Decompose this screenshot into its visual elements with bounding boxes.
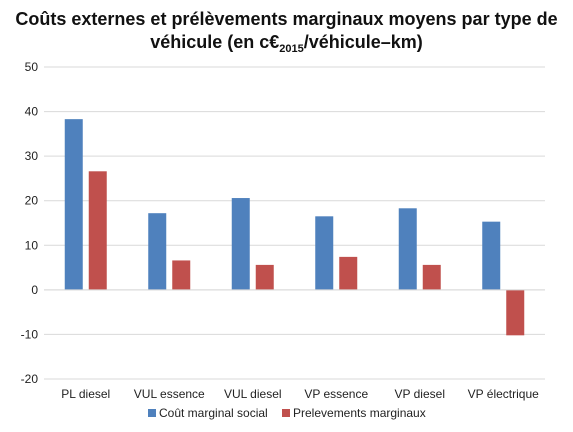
- x-category-label: VUL diesel: [224, 387, 282, 401]
- bar-cout-marginal-social: [148, 213, 167, 290]
- chart-title-line2-suffix: /véhicule–km): [303, 32, 423, 52]
- bar-prelevements-marginaux: [506, 289, 525, 336]
- bar-prelevements-marginaux: [339, 256, 358, 290]
- legend-swatch: [148, 409, 156, 417]
- y-tick-label: -10: [21, 327, 39, 341]
- y-tick-label: 40: [25, 105, 39, 119]
- legend-label: Coût marginal social: [159, 406, 268, 420]
- legend-label: Prelevements marginaux: [293, 406, 426, 420]
- bar-cout-marginal-social: [315, 216, 334, 290]
- bar-prelevements-marginaux: [255, 264, 274, 290]
- x-category-label: VP essence: [304, 387, 368, 401]
- y-tick-label: -20: [21, 372, 39, 386]
- chart-title-line2-sub: 2015: [279, 43, 304, 55]
- y-tick-label: 20: [25, 194, 39, 208]
- x-category-label: VP électrique: [468, 387, 539, 401]
- y-tick-label: 50: [25, 60, 39, 74]
- y-axis-ticks: -20 -10 0 10 20 30 40 50: [21, 60, 39, 386]
- legend: Coût marginal social Prelevements margina…: [148, 406, 426, 420]
- chart-title-line2-prefix: véhicule (en c€: [150, 32, 280, 52]
- y-tick-label: 30: [25, 149, 39, 163]
- bar-cout-marginal-social: [398, 208, 417, 290]
- legend-swatch: [282, 409, 290, 417]
- y-tick-label: 10: [25, 238, 39, 252]
- x-category-label: VUL essence: [134, 387, 205, 401]
- bar-cout-marginal-social: [482, 221, 501, 290]
- bar-prelevements-marginaux: [172, 260, 191, 290]
- x-category-label: VP diesel: [395, 387, 445, 401]
- chart-title-line1: Coûts externes et prélèvements marginaux…: [15, 9, 558, 29]
- bar-cout-marginal-social: [231, 198, 250, 290]
- bar-cout-marginal-social: [64, 119, 83, 290]
- bar-prelevements-marginaux: [88, 171, 107, 290]
- x-axis-categories: PL diesel VUL essence VUL diesel VP essence…: [61, 387, 539, 401]
- chart-title-line2: véhicule (en c€2015/véhicule–km): [0, 31, 573, 55]
- chart-title: Coûts externes et prélèvements marginaux…: [0, 8, 573, 55]
- y-tick-label: 0: [31, 283, 38, 297]
- bars: [64, 119, 525, 336]
- x-category-label: PL diesel: [61, 387, 110, 401]
- bar-prelevements-marginaux: [422, 264, 441, 290]
- gridlines: [44, 66, 545, 380]
